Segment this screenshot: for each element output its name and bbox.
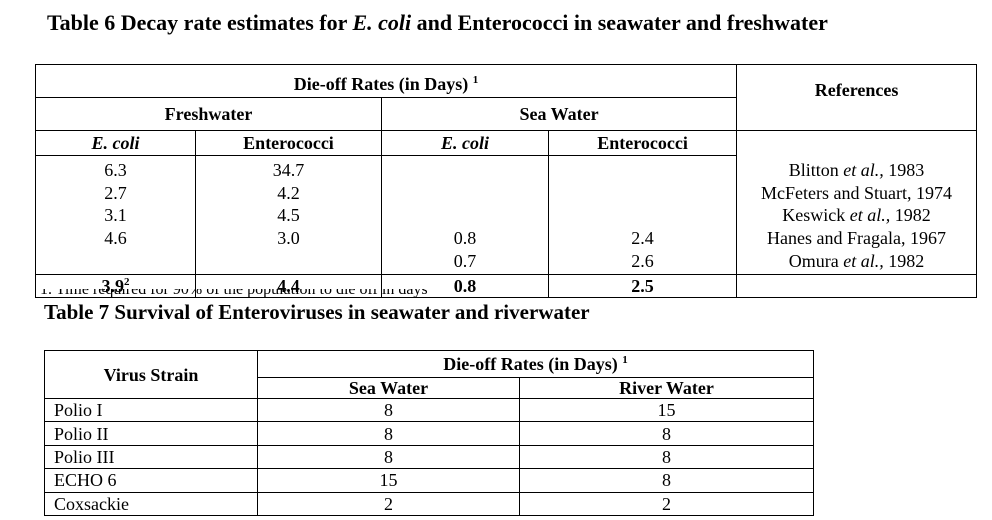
table-row: 2.7 4.2 McFeters and Stuart, 1974 <box>35 181 978 205</box>
table6-header-sw-enterococci: Enterococci <box>547 130 738 156</box>
table7-header-main-text: Die-off Rates (in Days) <box>443 354 618 374</box>
table6-reference: Keswick et al., 1982 <box>736 204 978 227</box>
table7-sea-value: 8 <box>257 421 520 446</box>
table6: Die-off Rates (in Days) 1 References Fre… <box>34 64 978 298</box>
table6-cell: 34.7 <box>195 155 382 182</box>
ref-author: Omura <box>788 250 844 271</box>
table7-strain: ECHO 6 <box>44 468 258 493</box>
table7-sea-value: 15 <box>257 468 520 493</box>
table7-river-value: 8 <box>519 468 814 493</box>
table6-header-sw-ecoli: E. coli <box>381 130 549 156</box>
table6-header-main-text: Die-off Rates (in Days) <box>293 74 469 94</box>
table7-header-river-water: River Water <box>519 377 814 399</box>
table6-mean-ref <box>736 273 978 298</box>
table6-reference: Hanes and Fragala, 1967 <box>736 226 978 250</box>
ref-etal: et al., <box>843 250 884 271</box>
table6-header-references-spacer <box>736 130 978 156</box>
table6-caption: Table 6 Decay rate estimates for E. coli… <box>47 10 828 36</box>
table7-header-virus-strain: Virus Strain <box>44 350 258 399</box>
table6-header-seawater: Sea Water <box>380 97 738 131</box>
table6-reference: Blitton et al., 1983 <box>736 155 978 182</box>
table-row: Polio II 8 8 <box>44 421 814 446</box>
table6-footnote-clipped: 1. Time required for 90% of the populati… <box>40 289 560 297</box>
table-row: 0.7 2.6 Omura et al., 1982 <box>35 249 978 275</box>
table6-footnote-text: 1. Time required for 90% of the populati… <box>40 289 428 297</box>
ref-year: 1982 <box>883 250 925 271</box>
table6-cell <box>381 155 549 182</box>
table6-cell: 4.2 <box>195 181 382 205</box>
table6-header-main: Die-off Rates (in Days) 1 <box>34 64 738 98</box>
ref-year: 1982 <box>890 205 931 226</box>
table6-cell: 6.3 <box>35 155 196 182</box>
table-row: 6.3 34.7 Blitton et al., 1983 <box>35 155 978 182</box>
table7-river-value: 15 <box>519 397 814 423</box>
table6-cell <box>547 204 738 227</box>
table7-strain: Coxsackie <box>44 491 258 516</box>
table7-river-value: 2 <box>519 491 814 516</box>
table7-sea-value: 8 <box>257 397 520 423</box>
table6-cell <box>381 181 549 205</box>
table7-sea-value: 8 <box>257 444 520 470</box>
table6-mean-fw-ent: 4.4 <box>195 273 382 298</box>
table6-cell <box>195 249 382 275</box>
table6-cell <box>547 181 738 205</box>
ref-year: 1983 <box>883 160 925 181</box>
table-row: Coxsackie 2 2 <box>44 491 814 516</box>
table6-mean-fw-ecoli: 3.92 <box>35 273 196 298</box>
table6-cell: 2.4 <box>547 226 738 250</box>
table7-river-value: 8 <box>519 444 814 470</box>
table6-caption-italic: E. coli <box>352 10 412 35</box>
table7-strain: Polio II <box>44 421 258 446</box>
table6-caption-suffix: and Enterococci in seawater and freshwat… <box>411 10 828 35</box>
table6-cell: 0.7 <box>381 249 549 275</box>
table6-cell <box>381 204 549 227</box>
ref-author: Keswick <box>782 205 850 226</box>
table7-river-value: 8 <box>519 421 814 446</box>
table7-caption: Table 7 Survival of Enteroviruses in sea… <box>44 300 590 324</box>
table6-mean-sw-ecoli: 0.8 <box>381 273 549 298</box>
table7-header-sea-water: Sea Water <box>257 377 520 399</box>
table6-cell: 2.7 <box>35 181 196 205</box>
table7-strain: Polio III <box>44 444 258 470</box>
table6-mean-row: 3.92 4.4 0.8 2.5 <box>35 273 978 298</box>
table7-header-main-sup: 1 <box>622 354 628 366</box>
table6-cell <box>35 249 196 275</box>
table7-strain: Polio I <box>44 397 258 423</box>
table-row: ECHO 6 15 8 <box>44 468 814 493</box>
ref-author: McFeters and Stuart, 1974 <box>761 182 953 203</box>
table6-cell <box>547 155 738 182</box>
table-row: Polio III 8 8 <box>44 444 814 470</box>
table6-mean-sw-ent: 2.5 <box>547 273 738 298</box>
table7-header-main: Die-off Rates (in Days) 1 <box>257 350 814 378</box>
table6-header-main-sup: 1 <box>472 74 479 86</box>
ref-author: Hanes and Fragala, 1967 <box>767 228 946 249</box>
table6-header-fw-ecoli: E. coli <box>35 130 196 156</box>
mean-footnote-sup: 2 <box>124 275 130 288</box>
table6-header-fw-enterococci: Enterococci <box>195 130 382 156</box>
table6-caption-prefix: Table 6 Decay rate estimates for <box>47 10 353 35</box>
table6-header-references: References <box>736 64 978 131</box>
table-row: Polio I 8 15 <box>44 397 814 423</box>
table6-reference: Omura et al., 1982 <box>736 249 978 275</box>
table7: Virus Strain Die-off Rates (in Days) 1 S… <box>44 350 814 516</box>
table6-reference: McFeters and Stuart, 1974 <box>736 181 978 205</box>
mean-value: 3.9 <box>101 275 125 296</box>
table7-sea-value: 2 <box>257 491 520 516</box>
table6-cell: 4.5 <box>195 204 382 227</box>
table6-cell: 3.1 <box>35 204 196 227</box>
ref-etal: et al., <box>843 160 884 181</box>
table-row: 4.6 3.0 0.8 2.4 Hanes and Fragala, 1967 <box>35 226 978 250</box>
table6-cell: 2.6 <box>547 249 738 275</box>
table6-header-freshwater: Freshwater <box>35 97 382 131</box>
ref-author: Blitton <box>788 160 844 181</box>
table6-cell: 0.8 <box>381 226 549 250</box>
ref-etal: et al., <box>849 205 891 226</box>
table6-cell: 3.0 <box>195 226 382 250</box>
table-row: 3.1 4.5 Keswick et al., 1982 <box>35 204 978 227</box>
table6-cell: 4.6 <box>35 226 196 250</box>
